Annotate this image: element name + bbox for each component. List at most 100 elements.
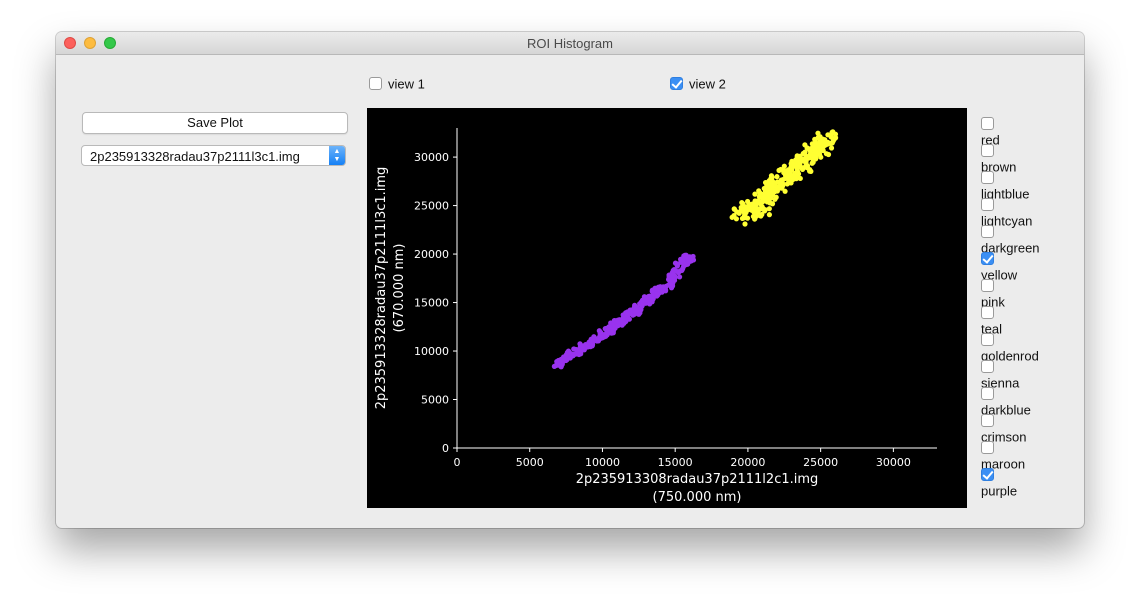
data-point [748,207,754,213]
data-point [767,200,773,206]
data-point [781,170,787,176]
data-point [766,191,772,197]
data-point [766,212,773,218]
roi-color-checkbox-box[interactable] [981,225,994,239]
roi-color-label: pink [981,294,1005,310]
y-tick-label: 10000 [414,345,449,358]
roi-color-checkbox-box[interactable] [981,306,994,320]
data-point [671,266,677,273]
y-tick-label: 30000 [414,151,449,164]
data-point [591,335,598,341]
view-2-checkbox[interactable]: view 2 [670,76,726,92]
data-point [740,201,746,207]
data-point [561,356,567,362]
data-point [605,327,611,333]
data-point [800,150,806,157]
roi-color-checkbox-box[interactable] [981,171,994,185]
data-point [772,188,778,195]
data-point [812,143,819,149]
data-point [665,276,672,283]
data-point [625,310,631,316]
save-plot-button[interactable]: Save Plot [82,112,348,134]
roi-color-checkbox-box[interactable] [981,414,994,428]
data-point [579,343,585,349]
roi-color-checkbox-maroon[interactable]: maroon [981,440,1025,472]
roi-color-checkbox-box[interactable] [981,279,994,293]
data-point [823,151,830,157]
roi-color-label: crimson [981,429,1027,445]
data-point [680,266,686,272]
data-point [787,167,794,173]
data-point [577,348,583,354]
roi-color-checkbox-box[interactable] [981,144,994,158]
roi-color-checkbox-darkgreen[interactable]: darkgreen [981,224,1040,256]
roi-color-checkbox-pink[interactable]: pink [981,278,1005,310]
data-point [742,210,748,216]
roi-color-checkbox-box[interactable] [981,468,994,482]
data-point [612,318,618,324]
data-point [764,182,770,188]
data-point [653,286,660,292]
data-point [766,206,772,212]
roi-color-label: darkblue [981,402,1031,418]
data-point [769,182,775,188]
roi-color-checkbox-teal[interactable]: teal [981,305,1002,337]
data-point [784,173,790,180]
roi-color-checkbox-box[interactable] [981,198,994,212]
file-select[interactable]: 2p235913328radau37p2111l3c1.img ▲ ▼ [81,145,346,166]
roi-color-checkbox-crimson[interactable]: crimson [981,413,1027,445]
view-2-checkbox-box[interactable] [670,77,683,91]
data-point [781,163,787,169]
view-1-checkbox-box[interactable] [369,77,382,91]
roi-color-checkbox-red[interactable]: red [981,116,1000,148]
data-point [636,311,642,317]
roi-color-checkbox-lightblue[interactable]: lightblue [981,170,1029,202]
zoom-window-icon[interactable] [104,37,116,49]
roi-color-checkbox-brown[interactable]: brown [981,143,1016,175]
roi-color-checkbox-sienna[interactable]: sienna [981,359,1019,391]
data-point [615,323,621,329]
roi-color-checkbox-lightcyan[interactable]: lightcyan [981,197,1032,229]
roi-color-checkbox-box[interactable] [981,333,994,347]
view-1-checkbox[interactable]: view 1 [369,76,425,92]
close-window-icon[interactable] [64,37,76,49]
y-tick-label: 5000 [421,394,449,407]
roi-color-checkbox-goldenrod[interactable]: goldenrod [981,332,1039,364]
roi-color-checkbox-box[interactable] [981,117,994,131]
roi-color-checkbox-purple[interactable]: purple [981,467,1017,499]
data-point [797,175,803,182]
data-point [812,139,819,146]
data-point [789,161,796,167]
title-bar: ROI Histogram [56,32,1084,55]
data-point [676,274,683,280]
scatter-chart-svg: 0 5000 10000 15000 20000 25000 30000 0 5000 10000… [374,128,937,505]
select-arrows-icon: ▲ ▼ [329,146,345,165]
x-tick-label: 5000 [516,456,544,469]
roi-color-checkbox-box[interactable] [981,252,994,266]
data-point [662,286,668,293]
minimize-window-icon[interactable] [84,37,96,49]
data-point [811,153,817,160]
roi-color-checkbox-darkblue[interactable]: darkblue [981,386,1031,418]
data-point [807,166,813,173]
data-point [773,194,779,200]
window-title: ROI Histogram [527,36,613,51]
roi-color-checkbox-box[interactable] [981,441,994,455]
data-point [830,129,836,135]
x-tick-label: 25000 [803,456,838,469]
data-point [756,188,762,194]
data-point [794,168,801,174]
roi-color-checkbox-box[interactable] [981,360,994,374]
data-point [558,363,564,369]
data-point [752,215,758,221]
roi-color-checkbox-yellow[interactable]: yellow [981,251,1017,283]
roi-color-checkbox-box[interactable] [981,387,994,401]
data-point [733,216,740,222]
data-point [749,201,755,207]
data-point [758,200,764,206]
data-point [734,209,740,215]
data-point [756,194,762,200]
data-point [649,287,655,293]
data-point [818,145,824,152]
data-point [685,255,691,261]
